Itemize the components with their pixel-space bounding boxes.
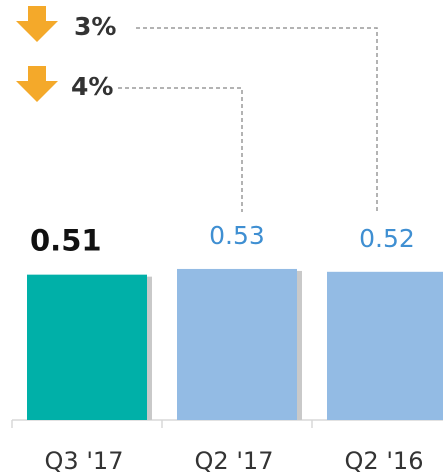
x-tick-label: Q3 '17 <box>45 447 124 475</box>
value-label: 0.53 <box>209 221 265 250</box>
annotation-connector <box>118 87 243 212</box>
value-label: 0.51 <box>30 224 102 258</box>
value-label: 0.52 <box>359 224 415 253</box>
x-tick-label: Q2 '16 <box>345 447 424 475</box>
annotation-text: 3% <box>74 12 116 41</box>
x-tick-label: Q2 '17 <box>195 447 274 475</box>
bar <box>27 274 147 420</box>
annotation-text: 4% <box>71 72 113 101</box>
down-arrow-icon <box>16 6 58 42</box>
down-arrow-icon <box>16 66 58 102</box>
bar <box>327 271 443 420</box>
bar <box>177 268 297 420</box>
annotation-connector <box>136 27 378 212</box>
